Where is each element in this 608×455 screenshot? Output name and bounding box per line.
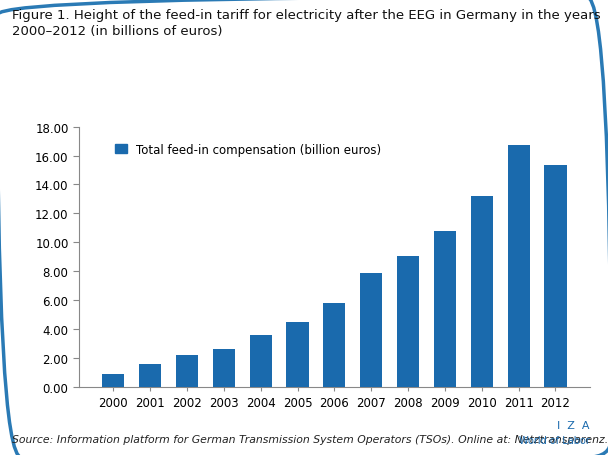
Legend: Total feed-in compensation (billion euros): Total feed-in compensation (billion euro…: [111, 138, 386, 161]
Text: Source: Information platform for German Transmission System Operators (TSOs). On: Source: Information platform for German …: [12, 434, 608, 444]
Bar: [102, 374, 125, 387]
Bar: [397, 257, 419, 387]
Bar: [250, 335, 272, 387]
Bar: [139, 364, 161, 387]
Text: Figure 1. Height of the feed-in tariff for electricity after the EEG in Germany : Figure 1. Height of the feed-in tariff f…: [12, 9, 601, 38]
Bar: [286, 322, 309, 387]
Bar: [323, 303, 345, 387]
Bar: [544, 165, 567, 387]
Bar: [360, 273, 382, 387]
Bar: [508, 146, 530, 387]
Bar: [471, 197, 493, 387]
Text: World of Labor: World of Labor: [519, 435, 590, 445]
Bar: [213, 349, 235, 387]
Text: I  Z  A: I Z A: [558, 420, 590, 430]
Bar: [434, 232, 456, 387]
Bar: [176, 355, 198, 387]
